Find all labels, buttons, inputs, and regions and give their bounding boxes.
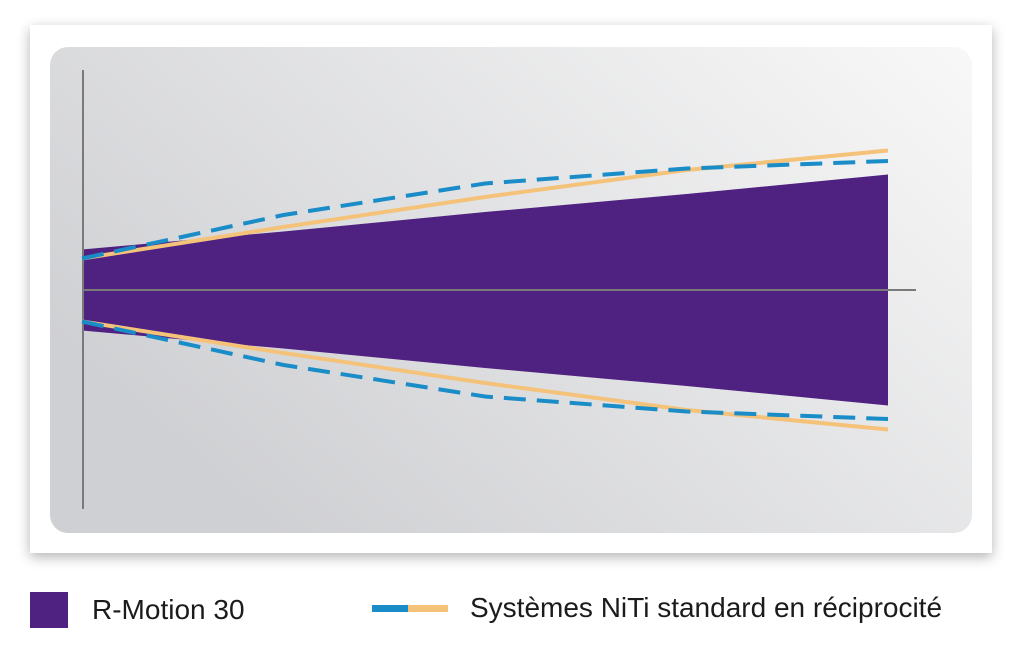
niti-dashed-lower (81, 319, 889, 421)
legend-label-niti: Systèmes NiTi standard en réciprocité (470, 592, 943, 623)
niti-solid-lower (81, 319, 889, 432)
niti-dashed-upper (81, 159, 889, 261)
legend-item-niti: Systèmes NiTi standard en réciprocité (372, 592, 942, 624)
chart-frame (30, 25, 992, 553)
legend-label-r-motion: R-Motion 30 (92, 594, 245, 625)
legend-line-segment-orange (408, 604, 448, 612)
legend-line-niti (372, 604, 448, 612)
chart-plot (50, 47, 972, 533)
legend-line-segment-blue (372, 604, 408, 612)
legend-swatch-r-motion (30, 592, 68, 628)
niti-solid-upper (81, 148, 889, 261)
legend-item-r-motion: R-Motion 30 (30, 592, 245, 628)
